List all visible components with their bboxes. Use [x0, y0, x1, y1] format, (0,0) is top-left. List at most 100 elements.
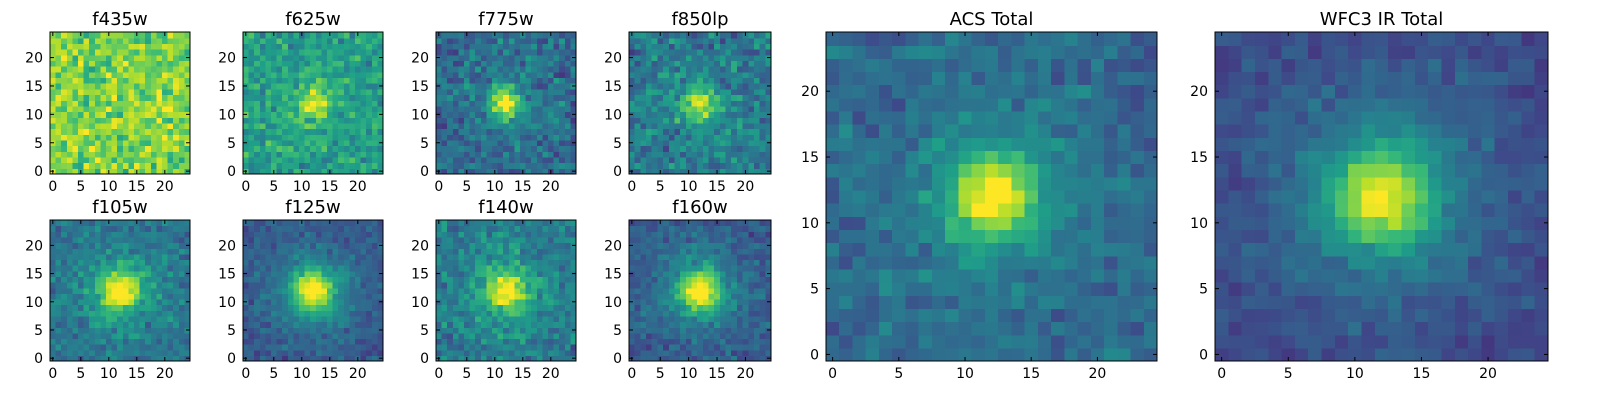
- heatmap-cell: [100, 304, 107, 311]
- heatmap-cell: [100, 332, 107, 340]
- heatmap-cell: [293, 315, 300, 323]
- heatmap-cell: [366, 310, 373, 317]
- heatmap-cell: [259, 71, 266, 79]
- heatmap-cell: [702, 94, 710, 101]
- heatmap-cell: [508, 77, 515, 84]
- heatmap-cell: [310, 151, 317, 158]
- heatmap-cell: [117, 287, 124, 294]
- heatmap-cell: [725, 282, 732, 289]
- heatmap-cell: [259, 270, 266, 277]
- heatmap-cell: [366, 236, 373, 244]
- heatmap-cell: [634, 282, 641, 289]
- heatmap-cell: [668, 122, 676, 130]
- heatmap-cell: [271, 139, 278, 147]
- heatmap-cell: [520, 100, 527, 107]
- heatmap-cell: [61, 253, 68, 261]
- heatmap-cell: [629, 60, 636, 67]
- heatmap-cell: [458, 134, 465, 141]
- axes-frame: [242, 219, 384, 362]
- heatmap-cell: [525, 349, 532, 356]
- heatmap-cell: [441, 338, 448, 345]
- heatmap-cell: [634, 88, 641, 96]
- heatmap-cell: [276, 88, 283, 96]
- heatmap-cell: [248, 265, 255, 272]
- heatmap-cell: [497, 304, 504, 311]
- heatmap-cell: [271, 117, 278, 124]
- heatmap-cell: [315, 105, 322, 113]
- heatmap-cell: [173, 231, 180, 238]
- heatmap-cell: [111, 66, 118, 73]
- heatmap-cell: [668, 310, 676, 317]
- heatmap-cell: [150, 105, 157, 113]
- heatmap-cell: [508, 83, 515, 90]
- heatmap-cell: [89, 242, 96, 249]
- heatmap-cell: [83, 54, 90, 61]
- heatmap-cell: [559, 270, 566, 277]
- heatmap-cell: [167, 242, 174, 249]
- heatmap-cell: [321, 128, 328, 135]
- heatmap-cell: [145, 310, 152, 317]
- heatmap-cell: [271, 105, 278, 113]
- heatmap-cell: [150, 270, 157, 277]
- heatmap-cell: [117, 66, 124, 73]
- heatmap-cell: [680, 49, 687, 56]
- heatmap-cell: [332, 327, 339, 334]
- heatmap-cell: [72, 327, 79, 334]
- heatmap-cell: [508, 338, 515, 345]
- heatmap-cell: [178, 242, 185, 249]
- heatmap-cell: [100, 156, 107, 164]
- heatmap-cell: [486, 349, 493, 356]
- heatmap-cell: [452, 77, 459, 84]
- heatmap-cell: [371, 66, 378, 73]
- heatmap-cell: [497, 49, 504, 56]
- heatmap-cell: [503, 156, 510, 164]
- heatmap-cell: [469, 60, 476, 67]
- heatmap-cell: [355, 66, 362, 73]
- heatmap-cell: [486, 94, 493, 101]
- heatmap-cell: [531, 344, 538, 351]
- heatmap-cell: [78, 276, 85, 283]
- heatmap-cell: [178, 134, 185, 141]
- heatmap-cell: [548, 248, 555, 255]
- heatmap-cell: [55, 265, 62, 272]
- heatmap-cell: [310, 355, 317, 362]
- heatmap-cell: [167, 32, 174, 39]
- heatmap-cell: [742, 139, 749, 147]
- heatmap-cell: [304, 32, 311, 39]
- heatmap-cell: [55, 236, 62, 244]
- heatmap-cell: [122, 338, 129, 345]
- heatmap-cell: [503, 298, 510, 306]
- heatmap-cell: [55, 66, 62, 73]
- heatmap-cell: [360, 344, 367, 351]
- heatmap-cell: [178, 117, 185, 124]
- heatmap-cell: [173, 293, 180, 300]
- heatmap-cell: [117, 349, 124, 356]
- heatmap-cell: [78, 310, 85, 317]
- heatmap-cell: [55, 49, 62, 56]
- heatmap-cell: [83, 83, 90, 90]
- heatmap-cell: [271, 43, 278, 50]
- heatmap-cell: [282, 270, 289, 277]
- heatmap-cell: [480, 287, 487, 294]
- heatmap-cell: [525, 321, 532, 328]
- heatmap-cell: [310, 37, 317, 44]
- heatmap-cell: [145, 66, 152, 73]
- heatmap-cell: [287, 310, 294, 317]
- heatmap-cell: [89, 332, 96, 340]
- heatmap-cell: [531, 304, 538, 311]
- heatmap-cell: [691, 100, 698, 107]
- heatmap-cell: [520, 134, 527, 141]
- heatmap-cell: [548, 242, 555, 249]
- heatmap-cell: [514, 83, 521, 90]
- heatmap-cell: [94, 276, 101, 283]
- heatmap-cell: [480, 310, 487, 317]
- heatmap-cell: [61, 293, 68, 300]
- heatmap-cell: [480, 71, 487, 79]
- heatmap-cell: [343, 156, 350, 164]
- heatmap-cell: [134, 253, 141, 261]
- heatmap-cell: [304, 49, 311, 56]
- heatmap-cell: [271, 287, 278, 294]
- heatmap-cell: [315, 298, 322, 306]
- heatmap-cell: [349, 338, 356, 345]
